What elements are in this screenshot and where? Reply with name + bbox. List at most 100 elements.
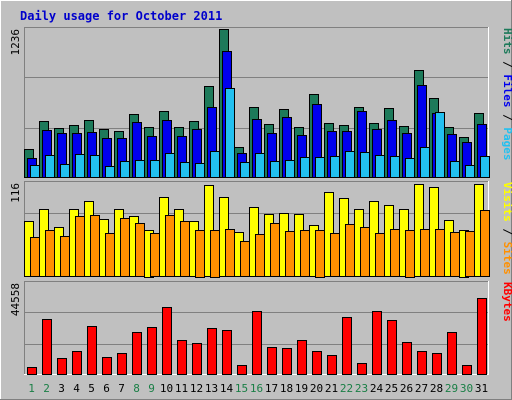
bar-pages-day-4 bbox=[75, 154, 85, 178]
bar-sites-day-19 bbox=[300, 230, 310, 277]
panel-hits-legend: Hits / Files / Pages bbox=[501, 28, 512, 161]
bar-kbytes-day-3 bbox=[57, 358, 67, 375]
x-tick-label: 1 bbox=[28, 382, 35, 395]
bar-sites-day-8 bbox=[135, 223, 145, 277]
x-tick-label: 4 bbox=[73, 382, 80, 395]
x-tick-label: 21 bbox=[325, 382, 338, 395]
bar-sites-day-18 bbox=[285, 231, 295, 277]
bar-sites-day-6 bbox=[105, 233, 115, 277]
x-tick-label: 28 bbox=[430, 382, 443, 395]
legend-entry: / bbox=[501, 222, 512, 242]
bar-sites-day-27 bbox=[420, 229, 430, 277]
bar-kbytes-day-8 bbox=[132, 332, 142, 375]
bar-pages-day-17 bbox=[270, 161, 280, 178]
bar-pages-day-25 bbox=[390, 156, 400, 178]
x-tick-label: 31 bbox=[475, 382, 488, 395]
bar-pages-day-27 bbox=[420, 147, 430, 178]
x-tick-label: 30 bbox=[460, 382, 473, 395]
bar-kbytes-day-13 bbox=[207, 328, 217, 375]
x-tick-label: 10 bbox=[160, 382, 173, 395]
bar-pages-day-19 bbox=[300, 157, 310, 178]
bar-pages-day-18 bbox=[285, 160, 295, 178]
bar-kbytes-day-11 bbox=[177, 340, 187, 375]
chart-panels: 1236 Hits / Files / Pages 116 Visits / Site… bbox=[9, 27, 512, 375]
x-tick-label: 5 bbox=[88, 382, 95, 395]
legend-entry: KBytes bbox=[501, 282, 512, 322]
panel-visits-ymax-label: 116 bbox=[9, 183, 22, 203]
bar-kbytes-day-20 bbox=[312, 351, 322, 375]
bar-sites-day-17 bbox=[270, 223, 280, 277]
bar-kbytes-day-25 bbox=[387, 320, 397, 375]
legend-entry: / bbox=[501, 55, 512, 75]
bar-sites-day-28 bbox=[435, 229, 445, 277]
bar-kbytes-day-28 bbox=[432, 353, 442, 375]
bar-kbytes-day-18 bbox=[282, 348, 292, 375]
panel-hits-ymax-label: 1236 bbox=[9, 29, 22, 56]
x-tick-label: 29 bbox=[445, 382, 458, 395]
x-tick-label: 15 bbox=[235, 382, 248, 395]
chart-title: Daily usage for October 2011 bbox=[20, 9, 222, 23]
bar-kbytes-day-31 bbox=[477, 298, 487, 375]
bar-sites-day-16 bbox=[255, 234, 265, 277]
bar-kbytes-day-15 bbox=[237, 365, 247, 375]
bar-sites-day-25 bbox=[390, 229, 400, 277]
x-tick-label: 24 bbox=[370, 382, 384, 395]
bar-kbytes-day-16 bbox=[252, 311, 262, 375]
bar-sites-day-14 bbox=[225, 229, 235, 277]
bar-sites-day-1 bbox=[30, 237, 40, 277]
bar-pages-day-30 bbox=[465, 165, 475, 178]
bar-kbytes-day-12 bbox=[192, 343, 202, 375]
x-tick-label: 14 bbox=[220, 382, 234, 395]
bar-sites-day-29 bbox=[450, 232, 460, 277]
x-tick-label: 11 bbox=[175, 382, 188, 395]
x-tick-label: 8 bbox=[133, 382, 140, 395]
bar-pages-day-16 bbox=[255, 153, 265, 178]
bar-sites-day-11 bbox=[180, 221, 190, 277]
bar-pages-day-28 bbox=[435, 112, 445, 178]
bar-kbytes-day-29 bbox=[447, 332, 457, 375]
bar-kbytes-day-14 bbox=[222, 330, 232, 375]
x-tick-label: 7 bbox=[118, 382, 125, 395]
bar-kbytes-day-26 bbox=[402, 342, 412, 375]
x-tick-label: 22 bbox=[340, 382, 353, 395]
panel-hits: 1236 Hits / Files / Pages bbox=[9, 27, 512, 178]
x-tick-label: 17 bbox=[265, 382, 278, 395]
bar-kbytes-day-22 bbox=[342, 317, 352, 375]
bar-sites-day-3 bbox=[60, 236, 70, 277]
bar-kbytes-day-9 bbox=[147, 327, 157, 375]
bar-pages-day-26 bbox=[405, 158, 415, 178]
bar-pages-day-5 bbox=[90, 155, 100, 178]
bar-kbytes-day-19 bbox=[297, 340, 307, 375]
bar-pages-day-21 bbox=[330, 156, 340, 178]
bar-sites-day-2 bbox=[45, 230, 55, 277]
bar-kbytes-day-23 bbox=[357, 363, 367, 375]
bar-pages-day-7 bbox=[120, 161, 130, 178]
x-tick-label: 9 bbox=[148, 382, 155, 395]
x-tick-label: 2 bbox=[43, 382, 50, 395]
bar-sites-day-22 bbox=[345, 224, 355, 277]
bar-sites-day-20 bbox=[315, 230, 325, 278]
bar-pages-day-6 bbox=[105, 166, 115, 178]
bar-kbytes-day-21 bbox=[327, 355, 337, 375]
bar-pages-day-22 bbox=[345, 151, 355, 178]
legend-entry: / bbox=[501, 108, 512, 128]
panel-kbytes: 44558 KBytes bbox=[9, 281, 512, 375]
legend-entry: Files bbox=[501, 74, 512, 107]
bar-sites-day-21 bbox=[330, 233, 340, 277]
x-tick-label: 18 bbox=[280, 382, 293, 395]
legend-entry: Sites bbox=[501, 242, 512, 275]
bar-pages-day-8 bbox=[135, 160, 145, 178]
x-tick-label: 27 bbox=[415, 382, 428, 395]
x-tick-label: 19 bbox=[295, 382, 308, 395]
bar-pages-day-3 bbox=[60, 164, 70, 178]
bar-sites-day-9 bbox=[150, 233, 160, 277]
bar-pages-day-12 bbox=[195, 163, 205, 178]
x-tick-label: 26 bbox=[400, 382, 413, 395]
bar-sites-day-24 bbox=[375, 233, 385, 277]
x-tick-label: 6 bbox=[103, 382, 110, 395]
x-axis-day-labels: 1 2 3 4 5 6 7 8 9 10 11 12 13 14 15 16 17 18 19 20 21 22 23 24 2… bbox=[28, 382, 488, 395]
bar-sites-day-23 bbox=[360, 227, 370, 277]
bar-sites-day-4 bbox=[75, 216, 85, 277]
bar-sites-day-26 bbox=[405, 230, 415, 278]
